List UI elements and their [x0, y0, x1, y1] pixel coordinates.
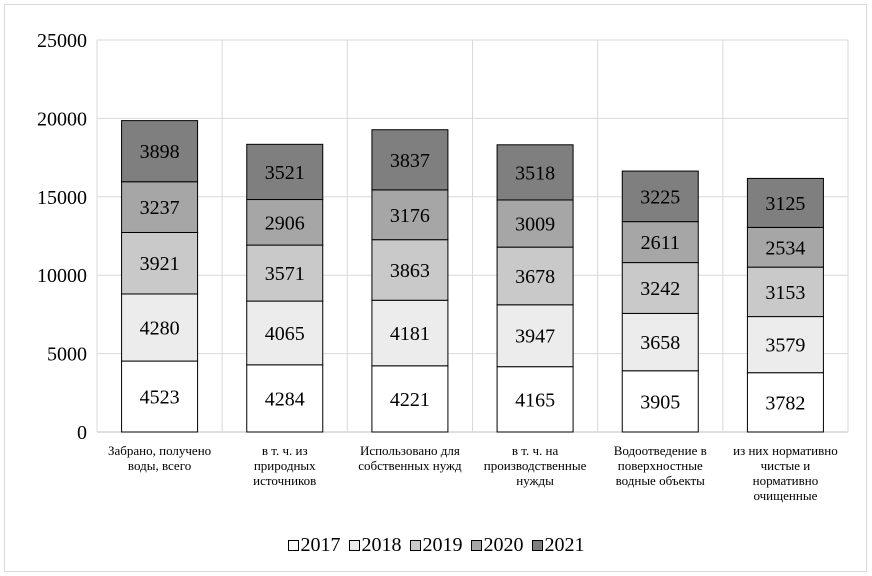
bar-segment-2019: [246, 244, 324, 302]
data-label: 4065: [265, 323, 305, 345]
legend-swatch: [287, 540, 299, 551]
x-tick-label: в т. ч. на: [512, 443, 559, 458]
bar-segment-2017: [246, 364, 324, 433]
y-tick-label: 15000: [37, 187, 87, 209]
bar-segment-2018: [621, 312, 699, 372]
data-label: 3571: [265, 263, 305, 285]
data-label: 2534: [765, 237, 805, 259]
x-tick-label: чистые и: [761, 458, 811, 473]
x-tick-label: собственных нужд: [358, 458, 462, 473]
legend-swatch: [531, 540, 543, 551]
bar-segment-2017: [621, 370, 699, 433]
bar-segment-2021: [121, 120, 199, 183]
bar-segment-2017: [371, 365, 449, 433]
legend-label: 2020: [483, 534, 524, 556]
data-label: 3125: [765, 193, 805, 215]
legend-item-2017: 2017: [287, 534, 341, 557]
bar-segment-2017: [746, 372, 824, 433]
data-label: 3518: [515, 162, 555, 184]
data-label: 4523: [140, 387, 180, 409]
x-tick-label: воды, всего: [128, 458, 191, 473]
y-tick-label: 20000: [37, 108, 87, 130]
bar-segment-2021: [246, 143, 324, 201]
data-label: 3898: [140, 141, 180, 163]
data-label: 3242: [640, 278, 680, 300]
bar-segment-2017: [496, 366, 574, 433]
legend-label: 2017: [300, 534, 341, 556]
legend-label: 2019: [422, 534, 463, 556]
x-tick-label: поверхностные: [618, 458, 703, 473]
bar-segment-2020: [121, 181, 199, 233]
bar-segment-2020: [246, 199, 324, 246]
data-label: 3863: [390, 260, 430, 282]
bar-segment-2019: [371, 239, 449, 301]
x-tick-label: Водоотведение в: [614, 443, 707, 458]
bar-segment-2019: [746, 266, 824, 318]
bar-segment-2018: [371, 299, 449, 367]
x-tick-label: в т. ч. из: [262, 443, 308, 458]
legend-swatch: [348, 540, 360, 551]
bar-segment-2021: [746, 177, 824, 228]
data-label: 3947: [515, 326, 555, 348]
bar-segment-2018: [246, 300, 324, 366]
legend-label: 2021: [544, 534, 585, 556]
x-tick-label: очищенные: [753, 488, 817, 503]
bar-segment-2021: [621, 170, 699, 223]
legend-item-2019: 2019: [409, 534, 463, 557]
legend-item-2021: 2021: [531, 534, 585, 557]
data-label: 3521: [265, 162, 305, 184]
data-label: 3837: [390, 150, 430, 172]
legend-item-2018: 2018: [348, 534, 402, 557]
data-label: 4221: [390, 389, 430, 411]
y-tick-label: 10000: [37, 265, 87, 287]
x-tick-label: нужды: [516, 473, 554, 488]
data-label: 3921: [140, 253, 180, 275]
data-label: 3153: [765, 282, 805, 304]
bar-segment-2019: [621, 262, 699, 314]
x-tick-label: источников: [253, 473, 316, 488]
data-label: 4280: [140, 318, 180, 340]
data-label: 4181: [390, 323, 430, 345]
data-label: 2906: [265, 212, 305, 234]
data-label: 3009: [515, 214, 555, 236]
x-tick-label: производственные: [484, 458, 587, 473]
x-tick-label: нормативно: [753, 473, 819, 488]
bar-segment-2018: [496, 304, 574, 368]
x-tick-label: Забрано, получено: [108, 443, 211, 458]
bar-segment-2020: [621, 221, 699, 264]
data-label: 3176: [390, 205, 430, 227]
bar-segment-2020: [496, 199, 574, 248]
x-tick-label: из них нормативно: [733, 443, 838, 458]
bar-segment-2021: [371, 129, 449, 191]
bar-segment-2017: [121, 360, 199, 433]
data-label: 2611: [641, 232, 680, 254]
x-tick-label: Использовано для: [360, 443, 460, 458]
data-label: 3905: [640, 391, 680, 413]
bar-segment-2018: [121, 293, 199, 362]
data-label: 3237: [140, 197, 180, 219]
x-tick-label: водные объекты: [616, 473, 706, 488]
data-label: 3678: [515, 266, 555, 288]
data-label: 4165: [515, 389, 555, 411]
data-label: 3782: [765, 392, 805, 414]
chart-legend: 2017 2018 2019 2020 2021: [0, 534, 872, 557]
y-tick-label: 5000: [47, 344, 87, 366]
y-tick-label: 25000: [37, 30, 87, 52]
bar-segment-2019: [121, 231, 199, 295]
x-tick-label: природных: [254, 458, 316, 473]
legend-label: 2018: [361, 534, 402, 556]
y-tick-label: 0: [77, 422, 87, 444]
legend-item-2020: 2020: [470, 534, 524, 557]
legend-swatch: [409, 540, 421, 551]
data-label: 3225: [640, 186, 680, 208]
data-label: 3658: [640, 332, 680, 354]
legend-swatch: [470, 540, 482, 551]
bar-segment-2021: [496, 144, 574, 201]
bar-segment-2020: [371, 189, 449, 241]
data-label: 3579: [765, 335, 805, 357]
data-label: 4284: [265, 388, 305, 410]
